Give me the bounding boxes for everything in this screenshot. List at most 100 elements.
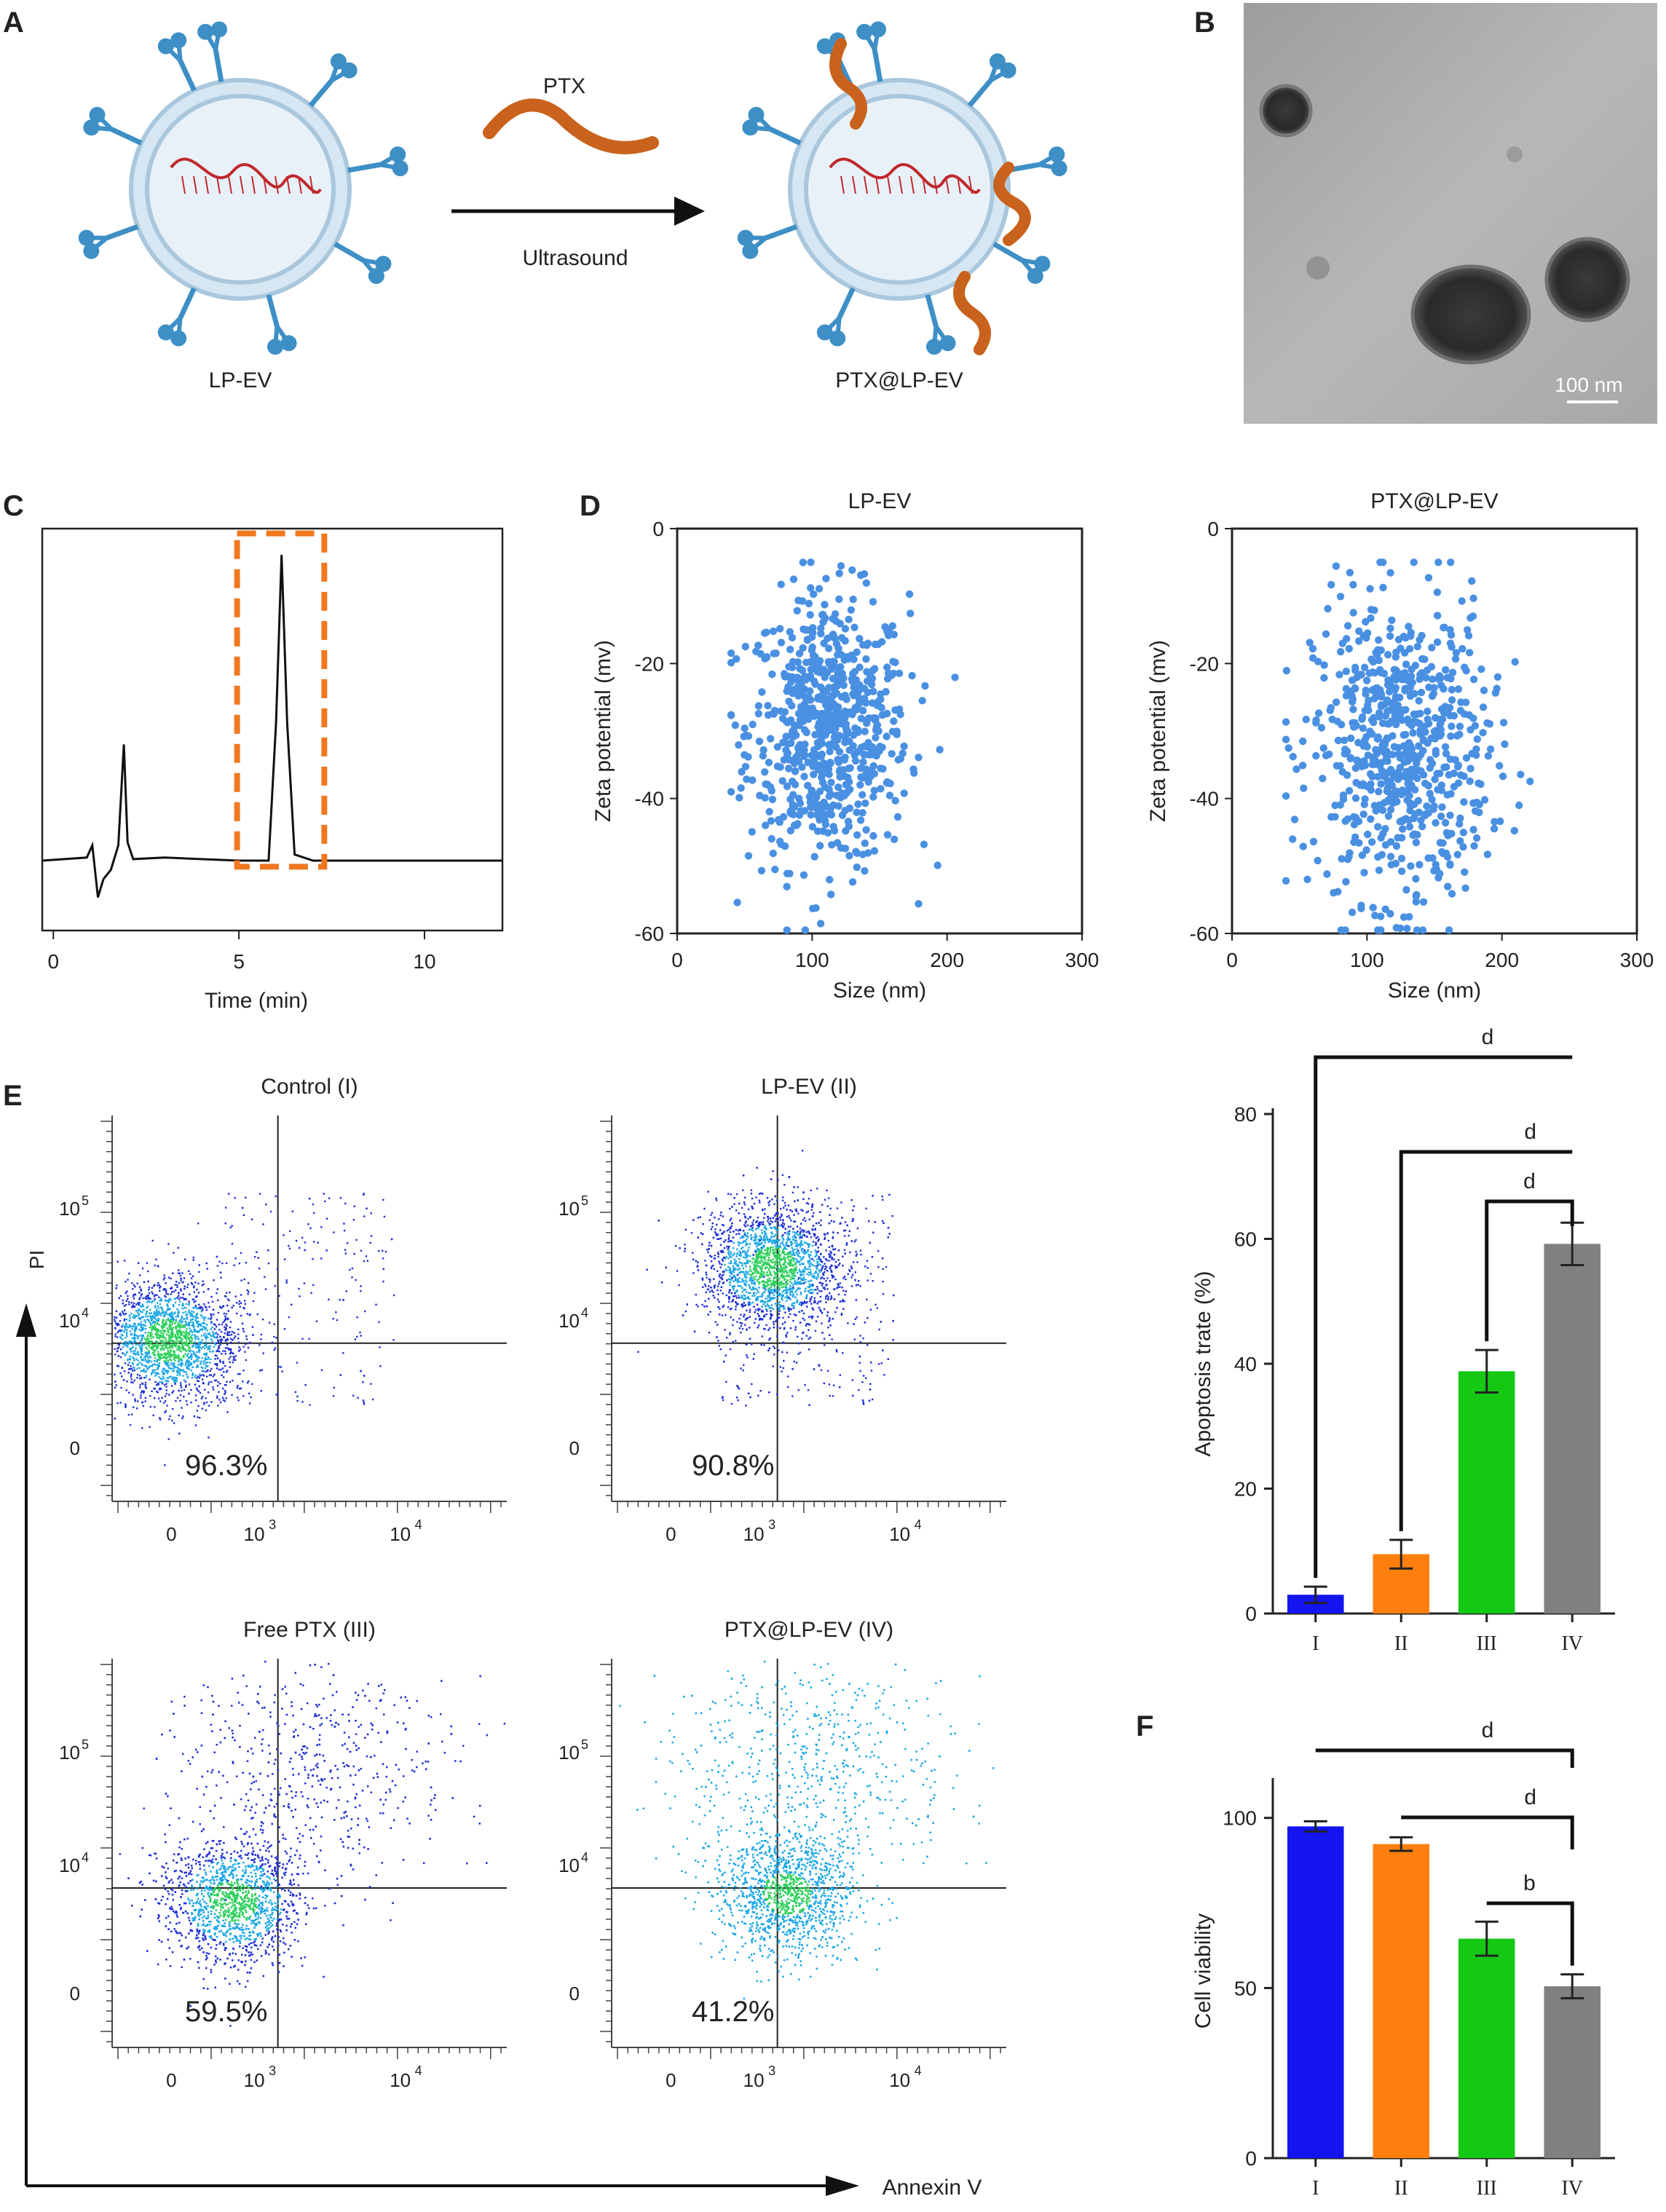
flow-event-dot xyxy=(365,1255,368,1257)
scatter-point xyxy=(1346,849,1354,857)
scatter-point xyxy=(878,711,887,719)
flow-event-dot xyxy=(166,1370,168,1372)
flow-event-dot xyxy=(158,1376,160,1378)
flow-event-dot xyxy=(139,1305,142,1307)
scatter-point xyxy=(832,617,840,625)
flow-event-dot xyxy=(165,1360,167,1362)
flow-event-dot xyxy=(197,1357,200,1359)
flow-event-dot xyxy=(339,1197,342,1199)
scatter-point xyxy=(951,674,959,682)
scatter-point xyxy=(841,625,850,633)
scatter-point xyxy=(1332,562,1341,570)
flow-event-dot xyxy=(140,1394,142,1397)
flow-event-dot xyxy=(304,1384,307,1386)
flow-event-dot xyxy=(172,1370,175,1372)
flow-event-dot xyxy=(151,1340,153,1343)
scatter-point xyxy=(1306,639,1314,647)
flow-event-dot xyxy=(142,1329,144,1331)
flow-event-dot xyxy=(141,1337,143,1339)
flow-event-dot xyxy=(140,1391,143,1394)
flow-event-dot xyxy=(185,1303,188,1306)
flow-event-dot xyxy=(149,1355,151,1357)
flow-event-dot xyxy=(224,1364,226,1367)
flow-event-dot xyxy=(225,1328,227,1330)
scatter-point xyxy=(818,709,826,718)
flow-event-dot xyxy=(138,1262,140,1264)
flow-event-dot xyxy=(139,1323,141,1325)
flow-event-dot xyxy=(161,1326,163,1328)
flow-event-dot xyxy=(201,1329,203,1332)
scatter-point xyxy=(733,898,741,906)
flow-event-dot xyxy=(207,1391,210,1394)
scatter-point xyxy=(853,648,861,656)
flow-event-dot xyxy=(183,1341,185,1343)
flow-cytometry-plots: Control (I)010 410 50 10 3 10 496.3%LP-EV (II)… xyxy=(59,1075,1006,2091)
flow-event-dot xyxy=(222,1361,224,1363)
flow-event-dot xyxy=(144,1359,146,1362)
scatter-point xyxy=(915,900,923,908)
scatter-point xyxy=(1460,798,1468,806)
flow-event-dot xyxy=(172,1364,174,1367)
flow-event-dot xyxy=(156,1348,158,1350)
flow-event-dot xyxy=(154,1369,156,1372)
flow-y-tick-label: 10 xyxy=(558,1310,580,1332)
flow-event-dot xyxy=(186,1314,189,1316)
scatter-point xyxy=(826,703,834,711)
flow-event-dot xyxy=(137,1351,139,1353)
flow-event-dot xyxy=(195,1359,197,1362)
scatter-point xyxy=(797,706,805,714)
flow-event-dot xyxy=(205,1365,208,1367)
flow-event-dot xyxy=(157,1351,159,1353)
flow-event-dot xyxy=(116,1284,118,1287)
flow-event-dot xyxy=(199,1373,201,1375)
flow-event-dot xyxy=(170,1351,172,1353)
flow-event-dot xyxy=(390,1238,393,1241)
flow-event-dot xyxy=(216,1364,218,1367)
flow-event-dot xyxy=(136,1367,138,1370)
flow-event-dot xyxy=(147,1300,149,1303)
flow-event-dot xyxy=(119,1295,122,1297)
flow-event-dot xyxy=(224,1329,226,1331)
flow-event-dot xyxy=(148,1300,151,1303)
scatter-point xyxy=(1386,632,1394,640)
flow-event-dot xyxy=(164,1299,167,1302)
flow-event-dot xyxy=(226,1304,229,1307)
flow-event-dot xyxy=(275,1195,277,1198)
flow-event-dot xyxy=(238,1388,241,1390)
flow-event-dot xyxy=(309,1404,311,1406)
flow-event-dot xyxy=(210,1338,213,1340)
flow-event-dot xyxy=(134,1286,136,1288)
panel-letter-e: E xyxy=(3,1080,23,1112)
flow-event-dot xyxy=(170,1333,173,1336)
scatter-point xyxy=(807,803,815,811)
flow-event-dot xyxy=(164,1395,167,1397)
scatter-point xyxy=(1302,715,1310,724)
flow-event-dot xyxy=(224,1393,226,1395)
flow-event-dot xyxy=(274,1285,276,1287)
flow-event-dot xyxy=(133,1350,135,1353)
flow-event-dot xyxy=(170,1355,172,1357)
scatter-point xyxy=(1442,849,1450,858)
flow-event-dot xyxy=(156,1323,159,1325)
scatter-point xyxy=(872,716,880,724)
flow-event-dot xyxy=(123,1330,125,1332)
flow-event-dot xyxy=(163,1372,166,1375)
flow-event-dot xyxy=(138,1298,141,1300)
flow-event-dot xyxy=(151,1287,154,1289)
scatter-point xyxy=(773,743,782,751)
flow-event-dot xyxy=(183,1297,186,1300)
flow-event-dot xyxy=(165,1319,167,1322)
scatter-point xyxy=(1405,719,1413,727)
flow-event-dot xyxy=(168,1340,170,1343)
scatter-point xyxy=(1496,762,1504,770)
flow-event-dot xyxy=(197,1364,199,1367)
flow-event-dot xyxy=(133,1337,135,1339)
flow-event-dot xyxy=(167,1317,170,1320)
flow-event-dot xyxy=(144,1327,147,1330)
flow-event-dot xyxy=(188,1324,191,1327)
flow-event-dot xyxy=(296,1399,299,1402)
flow-event-dot xyxy=(153,1316,155,1319)
flow-event-dot xyxy=(165,1333,168,1335)
flow-event-dot xyxy=(221,1397,224,1399)
scatter-title: PTX@LP-EV xyxy=(1370,489,1499,513)
